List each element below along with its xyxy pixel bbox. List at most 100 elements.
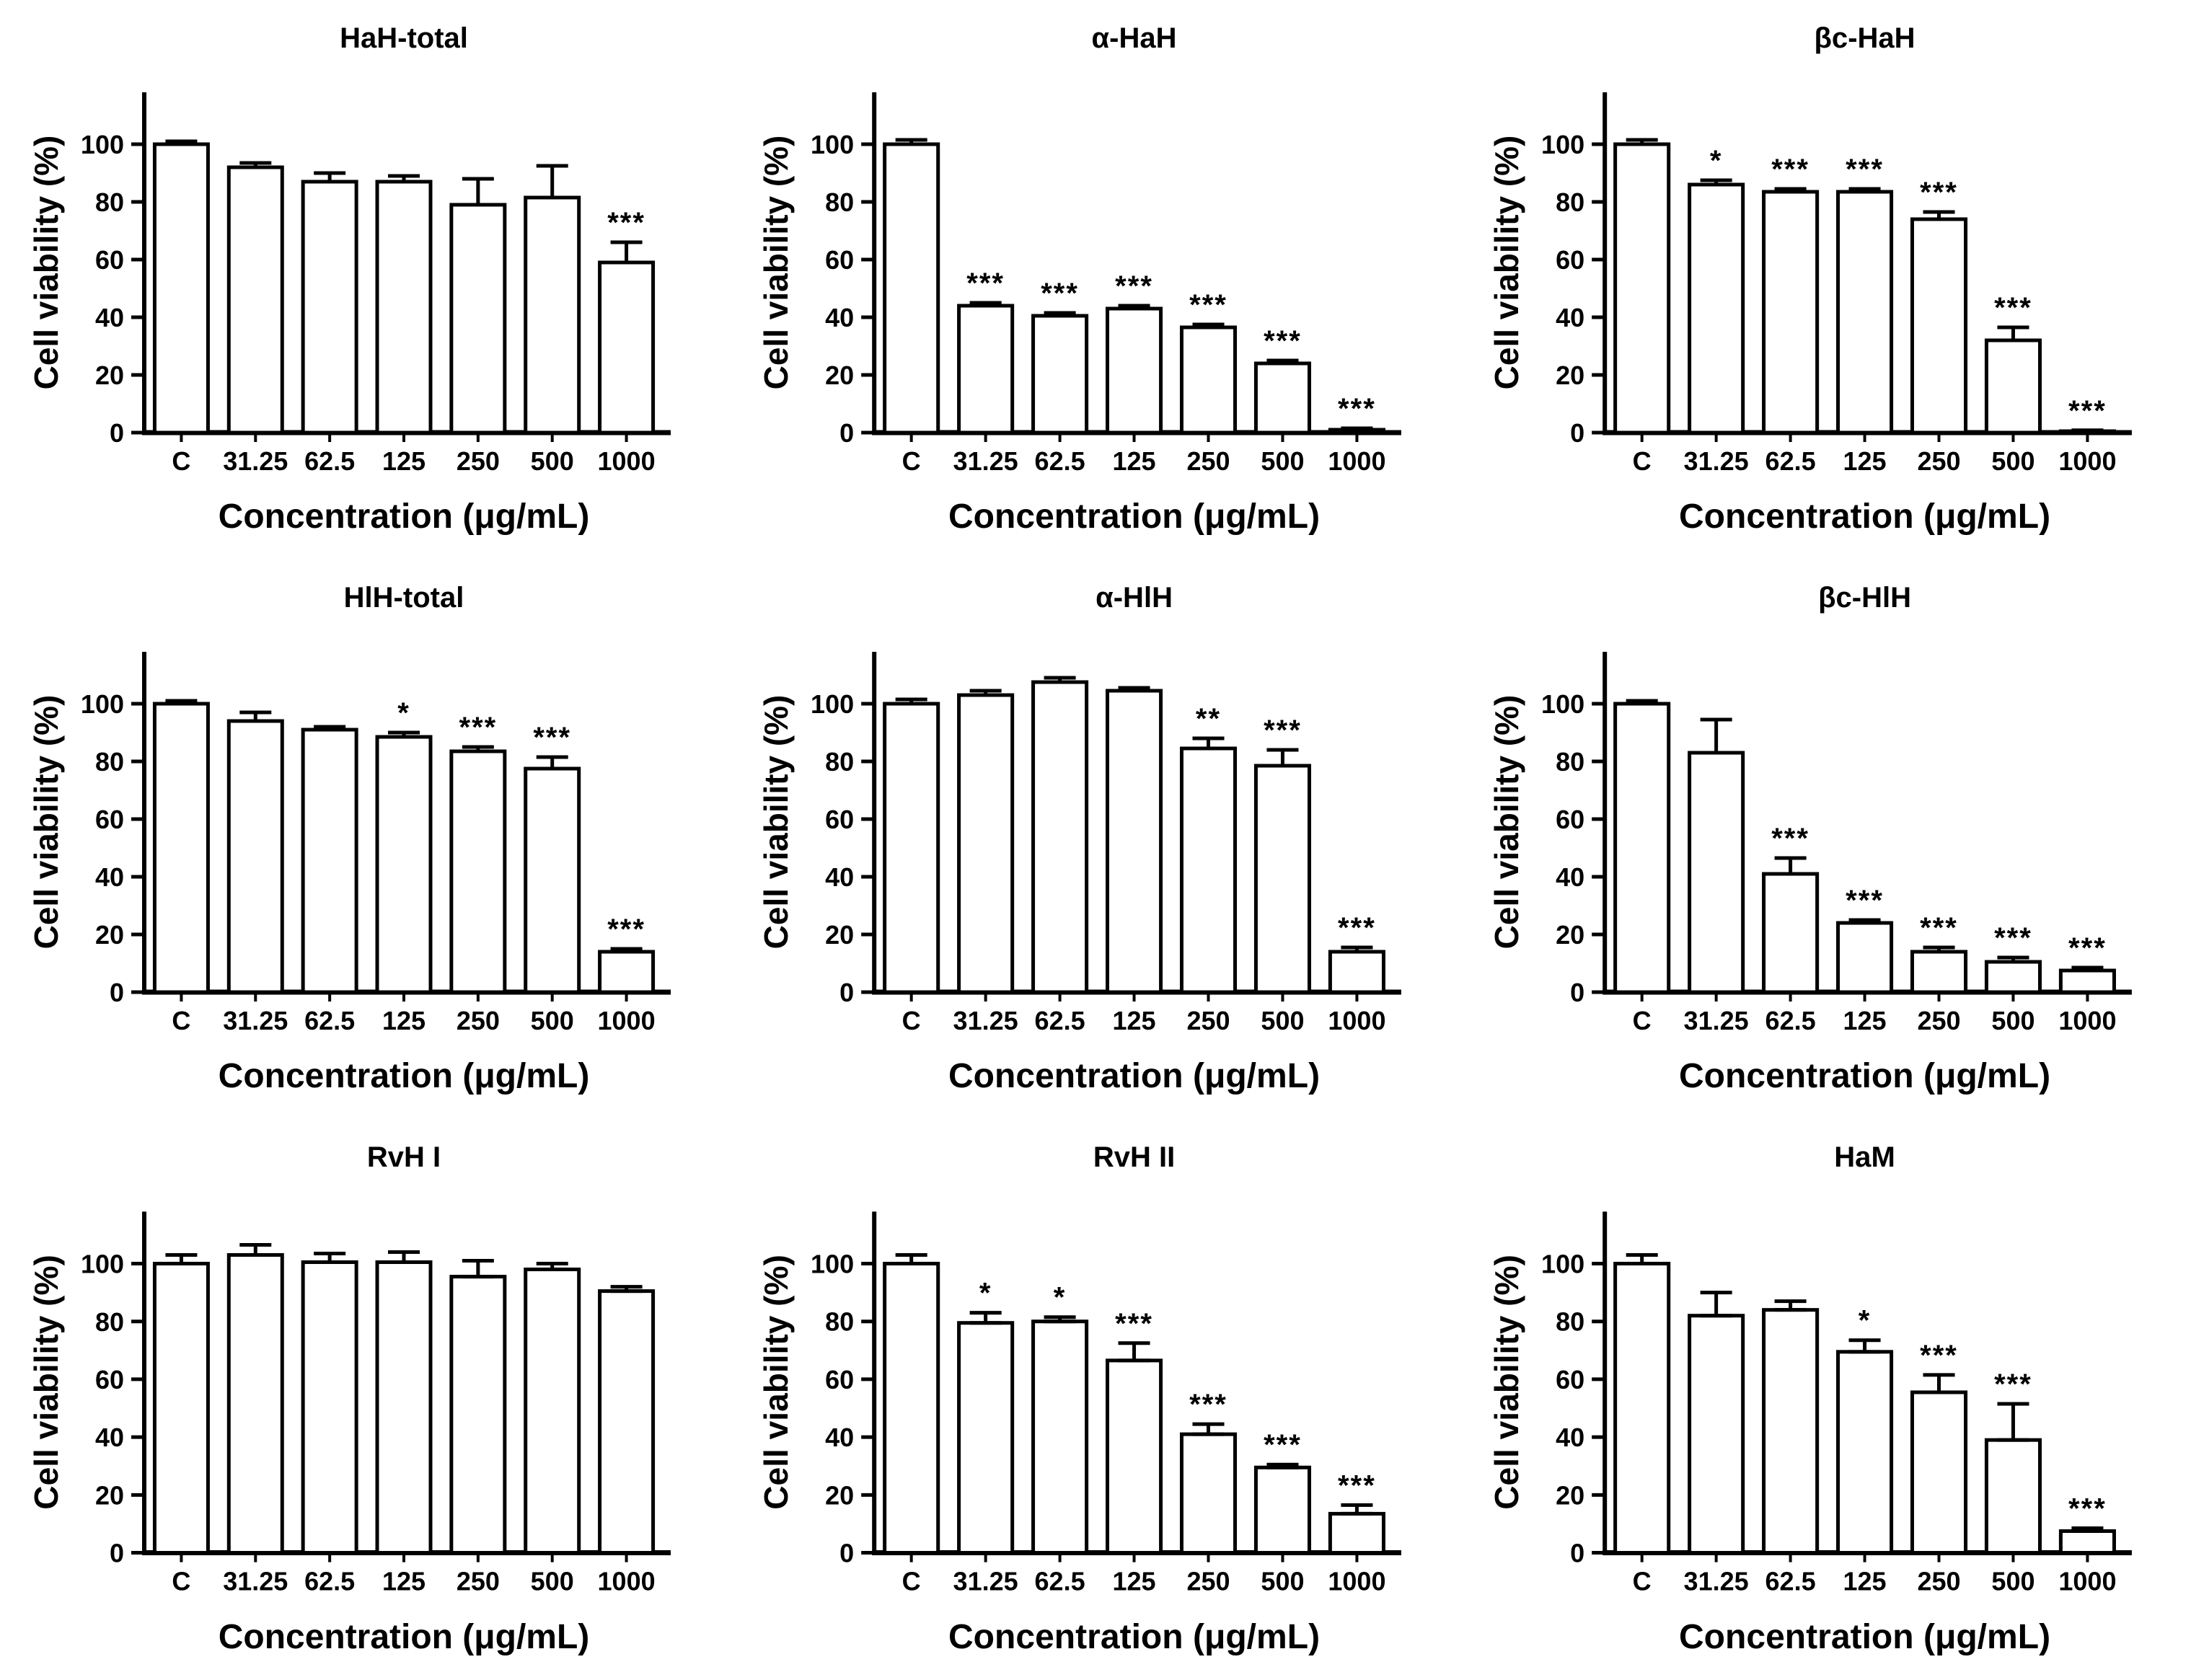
panel-background — [1460, 560, 2191, 1119]
x-tick-label: 250 — [457, 1006, 500, 1035]
bar-62.5 — [1031, 680, 1089, 994]
y-axis-label: Cell viability (%) — [27, 136, 65, 390]
significance-label: *** — [1920, 177, 1958, 208]
significance-label: *** — [1264, 715, 1302, 746]
bar-31.25 — [1688, 751, 1745, 994]
bar-500 — [524, 195, 581, 435]
y-tick-label: 80 — [1556, 747, 1584, 777]
y-tick-label: 100 — [81, 689, 124, 719]
y-tick-label: 100 — [811, 1250, 854, 1279]
significance-label: *** — [459, 712, 498, 743]
y-tick-label: 0 — [1570, 418, 1584, 448]
y-tick-label: 20 — [95, 920, 124, 950]
y-axis-label: Cell viability (%) — [757, 695, 795, 950]
x-tick-label: 250 — [1186, 1567, 1230, 1596]
significance-label: *** — [1189, 289, 1227, 321]
y-tick-label: 40 — [1556, 862, 1584, 892]
chart-title: RvH I — [367, 1141, 441, 1173]
bar-125 — [1836, 190, 1894, 435]
x-tick-label: 1000 — [1328, 446, 1385, 476]
y-tick-label: 100 — [811, 130, 854, 159]
x-tick-label: 1000 — [598, 1006, 656, 1035]
y-tick-label: 0 — [839, 418, 854, 448]
panel-background — [730, 0, 1460, 560]
bar-125 — [375, 180, 433, 435]
y-tick-label: 80 — [1556, 187, 1584, 217]
x-tick-label: 125 — [382, 1006, 426, 1035]
bar-62.5 — [301, 728, 358, 994]
panel-background — [730, 560, 1460, 1119]
y-tick-label: 40 — [825, 303, 854, 332]
bar-125 — [1836, 1350, 1894, 1555]
y-tick-label: 100 — [1541, 689, 1584, 719]
x-tick-label: 1000 — [2058, 1006, 2116, 1035]
x-tick-label: 500 — [1991, 1567, 2035, 1596]
x-tick-label: 31.25 — [953, 1006, 1018, 1035]
bar-250 — [449, 203, 507, 435]
x-tick-label: 250 — [457, 1567, 500, 1596]
x-tick-label: 62.5 — [1765, 1567, 1816, 1596]
y-tick-label: 20 — [1556, 1480, 1584, 1510]
x-tick-label: 500 — [1991, 446, 2035, 476]
bar-500 — [1253, 1465, 1312, 1555]
significance-label: *** — [1338, 393, 1376, 425]
x-tick-label: C — [902, 446, 921, 476]
x-tick-label: C — [1633, 446, 1652, 476]
bar-C — [1613, 142, 1671, 435]
chart-svg-hah-total: HaH-total Cell viability (%) 0 20 40 60 80 100 C… — [0, 0, 730, 560]
chart-svg-rvh-i: RvH I Cell viability (%) 0 20 40 60 80 100 C 31.2… — [0, 1119, 730, 1680]
panel-background — [1460, 0, 2191, 560]
significance-label: *** — [607, 207, 645, 239]
bar-125 — [1836, 921, 1894, 994]
significance-label: *** — [1338, 912, 1376, 944]
x-axis-label: Concentration (μg/mL) — [219, 1617, 590, 1656]
significance-label: * — [1710, 145, 1723, 177]
chart-svg-betac-hah: βc-HaH Cell viability (%) 0 20 40 60 80 100 C * 31… — [1460, 0, 2191, 560]
x-tick-label: C — [172, 1567, 190, 1596]
chart-title: βc-HaH — [1815, 22, 1916, 54]
chart-title: HaH-total — [340, 22, 468, 54]
x-tick-label: 125 — [382, 446, 426, 476]
x-tick-label: 250 — [1186, 446, 1230, 476]
bar-1000 — [1328, 950, 1385, 994]
x-axis-label: Concentration (μg/mL) — [1679, 1057, 2050, 1095]
x-tick-label: 500 — [1261, 1006, 1304, 1035]
x-tick-label: 125 — [1112, 1006, 1155, 1035]
bar-250 — [1179, 325, 1238, 435]
x-tick-label: C — [1633, 1567, 1652, 1596]
chart-title: α-HlH — [1096, 582, 1173, 614]
bar-1000 — [598, 950, 656, 994]
y-axis-label: Cell viability (%) — [757, 1255, 795, 1510]
x-axis-label: Concentration (μg/mL) — [948, 498, 1320, 536]
x-tick-label: C — [902, 1567, 921, 1596]
y-tick-label: 60 — [95, 1365, 124, 1394]
panel-background — [1460, 1119, 2191, 1680]
y-tick-label: 40 — [95, 862, 124, 892]
x-tick-label: 31.25 — [953, 446, 1018, 476]
y-tick-label: 60 — [95, 245, 124, 275]
bar-31.25 — [957, 304, 1015, 435]
chart-svg-rvh-ii: RvH II Cell viability (%) 0 20 40 60 80 100 C * 31… — [730, 1119, 1460, 1680]
x-tick-label: 62.5 — [1765, 1006, 1816, 1035]
chart-panel-hlh-total: HlH-total Cell viability (%) 0 20 40 60 80 100 C… — [0, 560, 730, 1119]
y-tick-label: 60 — [1556, 245, 1584, 275]
bar-62.5 — [1762, 872, 1820, 994]
significance-label: *** — [1264, 1429, 1302, 1461]
y-tick-label: 80 — [825, 1307, 854, 1337]
y-tick-label: 100 — [811, 689, 854, 719]
chart-svg-alpha-hlh: α-HlH Cell viability (%) 0 20 40 60 80 100 C 31.2… — [730, 560, 1460, 1119]
y-tick-label: 80 — [1556, 1307, 1584, 1337]
y-tick-label: 0 — [110, 1539, 124, 1568]
significance-label: *** — [1846, 885, 1884, 916]
significance-label: *** — [1771, 154, 1809, 185]
bar-125 — [1106, 689, 1163, 994]
bar-500 — [1253, 361, 1312, 435]
x-axis-label: Concentration (μg/mL) — [1679, 1617, 2050, 1656]
x-axis-label: Concentration (μg/mL) — [219, 1057, 590, 1095]
x-tick-label: C — [172, 1006, 190, 1035]
chart-panel-betac-hah: βc-HaH Cell viability (%) 0 20 40 60 80 100 C * 31… — [1460, 0, 2191, 560]
y-tick-label: 60 — [1556, 805, 1584, 834]
bar-125 — [375, 735, 433, 994]
panel-background — [730, 1119, 1460, 1680]
